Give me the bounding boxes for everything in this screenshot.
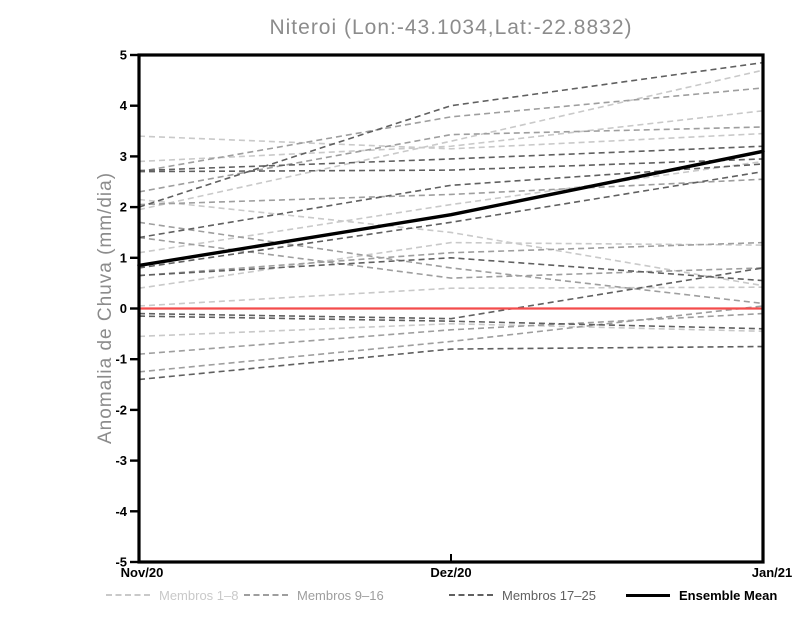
member-line bbox=[139, 315, 763, 330]
member-line bbox=[139, 109, 763, 163]
member-line bbox=[139, 61, 763, 208]
y-tick-label: -4 bbox=[115, 504, 127, 519]
member-line bbox=[139, 322, 763, 338]
legend-item-membros-1-8: Membros 1–8 bbox=[106, 586, 238, 604]
member-line bbox=[139, 256, 763, 282]
member-line bbox=[139, 158, 763, 173]
member-line bbox=[139, 69, 763, 211]
y-tick-label: -3 bbox=[115, 453, 127, 468]
y-tick-label: 4 bbox=[120, 98, 128, 113]
legend-item-membros-9-16: Membros 9–16 bbox=[244, 586, 384, 604]
member-line bbox=[139, 87, 763, 173]
legend-item-membros-17-25: Membros 17–25 bbox=[449, 586, 596, 604]
y-tick-label: 5 bbox=[120, 48, 127, 63]
y-tick-label: 3 bbox=[120, 149, 127, 164]
member-line bbox=[139, 178, 763, 206]
legend-label: Membros 1–8 bbox=[159, 587, 239, 603]
member-line bbox=[139, 345, 763, 381]
member-line bbox=[139, 132, 763, 150]
legend-label: Ensemble Mean bbox=[679, 587, 778, 603]
member-line bbox=[139, 170, 763, 269]
y-tick-label: -1 bbox=[115, 352, 127, 367]
y-tick-label: -2 bbox=[115, 402, 127, 417]
legend: Membros 1–8 Membros 9–16 Membros 17–25 E… bbox=[0, 586, 800, 612]
solid-line-swatch bbox=[626, 593, 670, 597]
plot-frame bbox=[137, 53, 765, 564]
ensemble-mean-line bbox=[137, 149, 765, 268]
legend-label: Membros 9–16 bbox=[297, 587, 384, 603]
dashed-line-swatch bbox=[449, 594, 493, 596]
member-line bbox=[139, 241, 763, 290]
chart-title: Niteroi (Lon:-43.1034,Lat:-22.8832) bbox=[269, 16, 633, 39]
member-line bbox=[139, 145, 763, 172]
dashed-line-swatch bbox=[244, 594, 288, 596]
member-line bbox=[139, 286, 763, 307]
y-tick-label: 2 bbox=[120, 200, 127, 215]
member-line bbox=[139, 312, 763, 355]
y-tick-label: 1 bbox=[120, 250, 127, 265]
member-line bbox=[139, 241, 763, 277]
member-line bbox=[139, 236, 763, 279]
legend-item-ensemble-mean: Ensemble Mean bbox=[626, 586, 777, 604]
member-line bbox=[139, 198, 763, 287]
member-line bbox=[139, 126, 763, 193]
x-tick-label: Jan/21 bbox=[752, 565, 792, 580]
y-tick-label: -5 bbox=[115, 555, 127, 570]
member-line bbox=[139, 221, 763, 305]
legend-label: Membros 17–25 bbox=[502, 587, 596, 603]
member-line bbox=[139, 305, 763, 373]
member-line bbox=[139, 160, 763, 254]
x-tick-label: Nov/20 bbox=[121, 565, 164, 580]
y-tick-label: 0 bbox=[120, 301, 127, 316]
dashed-line-swatch bbox=[106, 594, 150, 596]
x-tick-label: Dez/20 bbox=[430, 565, 471, 580]
member-line bbox=[139, 267, 763, 320]
